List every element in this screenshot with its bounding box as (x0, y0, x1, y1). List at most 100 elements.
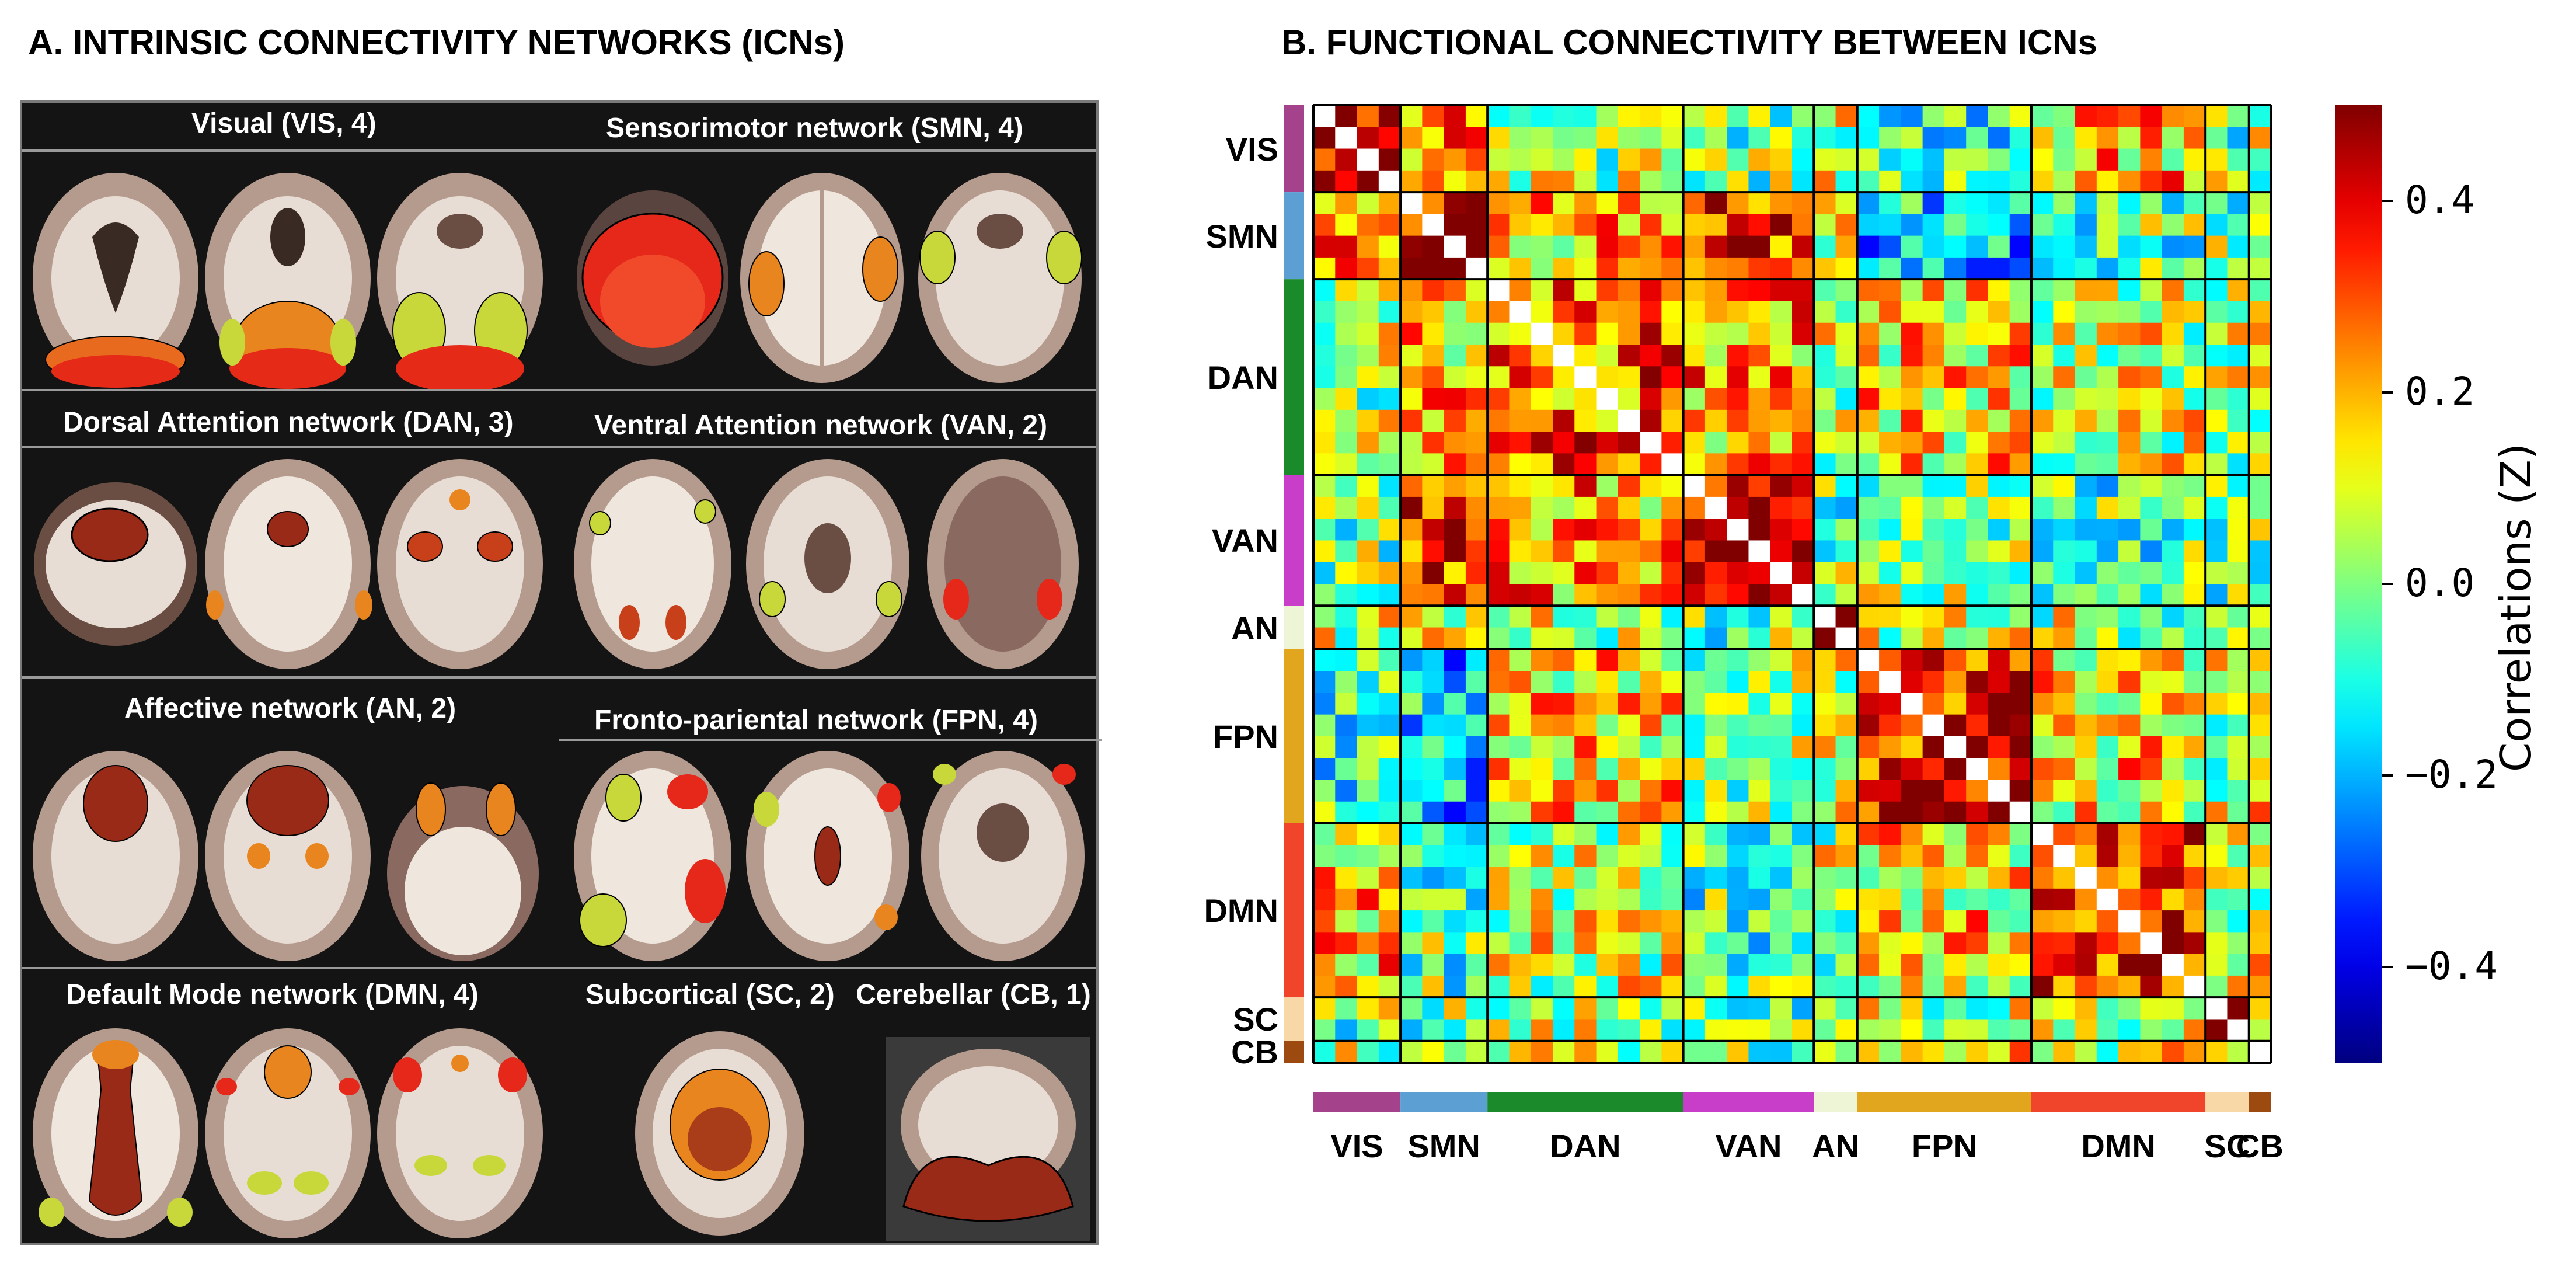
matrix-cell (2183, 453, 2206, 476)
matrix-cell (2227, 736, 2250, 758)
matrix-cell (1922, 932, 1945, 955)
matrix-cell (1335, 432, 1358, 454)
matrix-cell (1727, 105, 1749, 127)
matrix-cell (2053, 584, 2076, 606)
matrix-cell (1814, 345, 1836, 367)
matrix-cell (1444, 562, 1466, 584)
matrix-cell (2031, 823, 2054, 845)
matrix-cell (2227, 453, 2250, 476)
matrix-cell (1835, 475, 1858, 497)
matrix-cell (1835, 758, 1858, 781)
matrix-cell (1487, 366, 1510, 389)
matrix-cell (1683, 649, 1706, 671)
column-network-color-bar (1857, 1092, 2031, 1112)
matrix-cell (1357, 301, 1379, 323)
matrix-cell (2118, 496, 2141, 519)
matrix-cell (1422, 366, 1445, 389)
matrix-cell (2075, 519, 2097, 541)
matrix-cell (1553, 932, 1575, 955)
matrix-cell (2118, 257, 2141, 280)
matrix-cell (1465, 780, 1488, 802)
matrix-cell (1618, 192, 1640, 214)
matrix-cell (1835, 975, 1858, 998)
matrix-cell (1814, 409, 1836, 432)
matrix-cell (1357, 584, 1379, 606)
matrix-cell (1400, 714, 1423, 737)
matrix-cell (1770, 453, 1793, 476)
matrix-cell (1553, 780, 1575, 802)
matrix-cell (1683, 671, 1706, 693)
matrix-cell (1531, 932, 1553, 955)
matrix-cell (1683, 780, 1706, 802)
matrix-cell (1553, 867, 1575, 889)
matrix-cell (1422, 127, 1445, 149)
matrix-cell (1727, 148, 1749, 171)
matrix-cell (2227, 127, 2250, 149)
matrix-cell (1944, 366, 1967, 389)
matrix-cell (2227, 606, 2250, 628)
matrix-cell (1357, 845, 1379, 868)
matrix-cell (2205, 170, 2228, 193)
matrix-cell (1422, 714, 1445, 737)
matrix-cell (1922, 954, 1945, 976)
matrix-cell (2096, 496, 2119, 519)
matrix-cell (2053, 1041, 2076, 1063)
matrix-cell (1357, 693, 1379, 715)
matrix-cell (1727, 910, 1749, 933)
matrix-cell (1509, 606, 1532, 628)
matrix-cell (1879, 584, 1901, 606)
matrix-cell (2227, 714, 2250, 737)
sc-brain-slice (635, 1031, 804, 1236)
matrix-cell (1857, 388, 1880, 410)
matrix-cell (2118, 823, 2141, 845)
matrix-cell (1422, 562, 1445, 584)
matrix-cell (1313, 845, 1336, 868)
matrix-cell (1857, 1041, 1880, 1063)
matrix-cell (1901, 279, 1923, 302)
matrix-cell (1465, 671, 1488, 693)
matrix-cell (1857, 475, 1880, 497)
matrix-cell (1661, 496, 1684, 519)
matrix-cell (1640, 214, 1662, 236)
matrix-cell (1683, 345, 1706, 367)
matrix-cell (1770, 606, 1793, 628)
matrix-cell (1814, 758, 1836, 781)
matrix-cell (2075, 192, 2097, 214)
matrix-cell (1835, 1019, 1858, 1042)
matrix-cell (1835, 235, 1858, 258)
matrix-cell (1901, 432, 1923, 454)
matrix-cell (1422, 801, 1445, 824)
matrix-cell (1335, 845, 1358, 868)
matrix-cell (1618, 823, 1640, 845)
matrix-cell (1422, 409, 1445, 432)
matrix-cell (1835, 888, 1858, 911)
matrix-cell (1487, 606, 1510, 628)
matrix-cell (1748, 714, 1771, 737)
matrix-cell (2183, 170, 2206, 193)
matrix-cell (2031, 562, 2054, 584)
matrix-cell (1444, 1041, 1466, 1063)
matrix-cell (1422, 736, 1445, 758)
matrix-cell (1770, 801, 1793, 824)
matrix-cell (1835, 388, 1858, 410)
matrix-cell (2162, 932, 2184, 955)
matrix-cell (2053, 801, 2076, 824)
matrix-cell (1683, 409, 1706, 432)
matrix-cell (1727, 170, 1749, 193)
matrix-cell (2227, 388, 2250, 410)
matrix-cell (1574, 453, 1597, 476)
matrix-cell (1922, 192, 1945, 214)
matrix-cell (1683, 584, 1706, 606)
column-network-color-bar (1313, 1092, 1401, 1112)
matrix-cell (1792, 975, 1814, 998)
matrix-cell (1509, 693, 1532, 715)
matrix-cell (1574, 954, 1597, 976)
matrix-cell (1444, 845, 1466, 868)
matrix-cell (1814, 997, 1836, 1020)
matrix-cell (1683, 845, 1706, 868)
matrix-cell (1618, 257, 1640, 280)
matrix-cell (1335, 649, 1358, 671)
matrix-cell (1422, 627, 1445, 650)
matrix-cell (1378, 867, 1401, 889)
matrix-cell (1879, 932, 1901, 955)
